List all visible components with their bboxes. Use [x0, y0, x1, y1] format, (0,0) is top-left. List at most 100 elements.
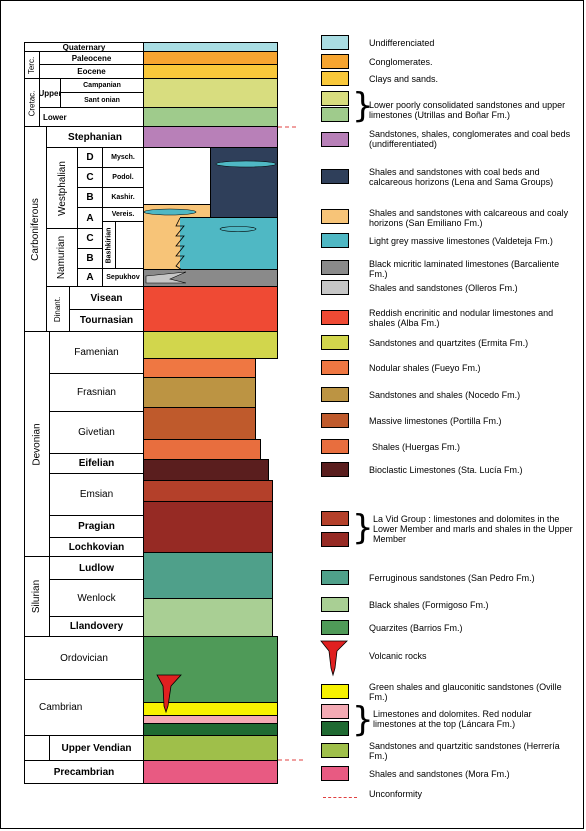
legend-text-fueyo: Nodular shales (Fueyo Fm.): [369, 363, 481, 373]
legend-text-lancara: Limestones and dolomites. Red nodular li…: [373, 709, 532, 729]
label-ludlow: Ludlow: [49, 556, 144, 580]
legend-swatch-barrios: [321, 620, 349, 635]
legend-text-barcaliente: Black micritic laminated limestones (Bar…: [369, 259, 560, 279]
legend-volcanic-icon: [320, 640, 348, 677]
label-bashkirian: Bashkirian: [102, 221, 116, 269]
legend-swatch-oville: [321, 684, 349, 699]
legend-text-formigoso: Black shales (Formigoso Fm.): [369, 600, 489, 610]
label-emsian: Emsian: [49, 473, 144, 516]
bar-barrios: [143, 636, 278, 703]
label-pragian: Pragian: [49, 515, 144, 538]
label-dinant: Dinant.: [46, 286, 70, 332]
bar-ermita: [143, 331, 278, 359]
legend-text-volcanic: Volcanic rocks: [369, 651, 427, 661]
legend-swatch-alba: [321, 310, 349, 325]
label-upper-vendian: Upper Vendian: [49, 735, 144, 761]
legend-swatch-portilla: [321, 413, 349, 428]
legend-swatch-paleocene: [321, 54, 349, 69]
label-kashir: Kashir.: [102, 187, 144, 208]
legend-swatch-lavid-upper: [321, 532, 349, 547]
legend-swatch-lancara-dolomite: [321, 721, 349, 736]
bar-barcaliente: [143, 269, 278, 287]
legend-swatch-mora: [321, 766, 349, 781]
legend-swatch-herreria: [321, 743, 349, 758]
label-eocene: Eocene: [39, 64, 144, 79]
bar-lower-cretaceous: [143, 107, 278, 127]
label-givetian: Givetian: [49, 411, 144, 454]
legend-text-eocene: Clays and sands.: [369, 74, 439, 84]
legend-swatch-sanpedro: [321, 570, 349, 585]
bar-westphalian-white: [143, 147, 211, 205]
bar-alba: [143, 286, 278, 332]
bar-eocene: [143, 64, 278, 79]
bar-stalucia: [143, 459, 269, 481]
label-nam-c: C: [77, 228, 103, 249]
legend-text-herreria: Sandstones and quartzitic sandstones (He…: [369, 741, 560, 761]
legend-text-valdeteja: Light grey massive limestones (Valdeteja…: [369, 236, 553, 246]
label-famenian: Famenian: [49, 331, 144, 374]
legend-swatch-lancara-red: [321, 704, 349, 719]
label-terc: Terc.: [24, 51, 40, 79]
label-lochkovian: Lochkovian: [49, 537, 144, 557]
label-wenlock: Wenlock: [49, 579, 144, 617]
legend-swatch-olleros: [321, 280, 349, 295]
label-llandovery: Llandovery: [49, 616, 144, 637]
bar-lavid-upper: [143, 501, 273, 553]
legend-swatch-stalucia: [321, 462, 349, 477]
legend-text-mora: Shales and sandstones (Mora Fm.): [369, 769, 510, 779]
legend-text-sanpedro: Ferruginous sandstones (San Pedro Fm.): [369, 573, 535, 583]
legend-swatch-nocedo: [321, 387, 349, 402]
legend-text-alba: Reddish encrinitic and nodular limestone…: [369, 308, 554, 328]
legend-swatch-huergas: [321, 439, 349, 454]
legend-swatch-quaternary: [321, 35, 349, 50]
legend-text-quaternary: Undifferenciated: [369, 38, 435, 48]
label-west-c: C: [77, 167, 103, 188]
legend-text-ermita: Sandstones and quartzites (Ermita Fm.): [369, 338, 529, 348]
legend-text-oville: Green shales and glauconitic sandstones …: [369, 682, 562, 702]
bar-stephanian: [143, 126, 278, 148]
bar-portilla: [143, 407, 256, 440]
legend-text-lavid: La Vid Group : limestones and dolomites …: [373, 514, 573, 544]
bar-huergas: [143, 439, 261, 460]
legend-swatch-lower-cretaceous: [321, 107, 349, 122]
legend-text-paleocene: Conglomerates.: [369, 57, 433, 67]
bar-sanpedro: [143, 552, 273, 599]
legend-swatch-eocene: [321, 71, 349, 86]
legend-swatch-formigoso: [321, 597, 349, 612]
label-cambrian: Cambrian: [24, 679, 144, 736]
bar-fueyo: [143, 358, 256, 378]
label-paleocene: Paleocene: [39, 51, 144, 65]
bar-formigoso: [143, 598, 273, 637]
legend-swatch-barcaliente: [321, 260, 349, 275]
bar-lavid-lower: [143, 480, 273, 502]
legend-text-cretaceous: Lower poorly consolidated sandstones and…: [369, 100, 566, 120]
label-precambrian: Precambrian: [24, 760, 144, 784]
label-santonian: Sant onian: [60, 92, 144, 108]
legend-brace-lavid: }: [352, 508, 374, 548]
label-devonian: Devonian: [24, 331, 50, 557]
bar-herreria: [143, 735, 278, 761]
label-visean: Visean: [69, 286, 144, 310]
label-west-b: B: [77, 187, 103, 208]
label-nam-a: A: [77, 268, 103, 287]
legend-swatch-lena: [321, 169, 349, 184]
label-frasnian: Frasnian: [49, 373, 144, 412]
label-podol: Podol.: [102, 167, 144, 188]
label-namurian: Namurian: [46, 228, 78, 287]
label-ordovician: Ordovician: [24, 636, 144, 680]
label-campanian: Campanian: [60, 78, 144, 93]
legend-swatch-lavid-lower: [321, 511, 349, 526]
label-sepukhov: Sepukhov: [102, 268, 144, 287]
bar-nocedo: [143, 377, 256, 408]
legend-swatch-emiliano: [321, 209, 349, 224]
label-westphalian: Westphalian: [46, 147, 78, 229]
label-nam-b: B: [77, 248, 103, 269]
label-west-d: D: [77, 147, 103, 168]
label-cambrian-spacer: [24, 735, 50, 761]
legend-text-barrios: Quarzites (Barrios Fm.): [369, 623, 463, 633]
label-west-a: A: [77, 207, 103, 229]
legend-swatch-upper-cretaceous: [321, 91, 349, 106]
legend-text-portilla: Massive limestones (Portilla Fm.): [369, 416, 502, 426]
